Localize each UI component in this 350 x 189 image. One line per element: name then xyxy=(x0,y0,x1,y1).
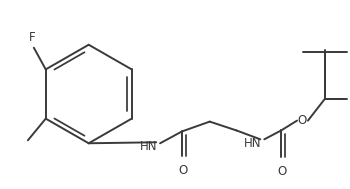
Text: O: O xyxy=(298,114,307,127)
Text: F: F xyxy=(29,31,35,44)
Text: O: O xyxy=(178,164,188,177)
Text: O: O xyxy=(278,165,287,178)
Text: HN: HN xyxy=(244,137,261,150)
Text: HN: HN xyxy=(139,140,157,153)
